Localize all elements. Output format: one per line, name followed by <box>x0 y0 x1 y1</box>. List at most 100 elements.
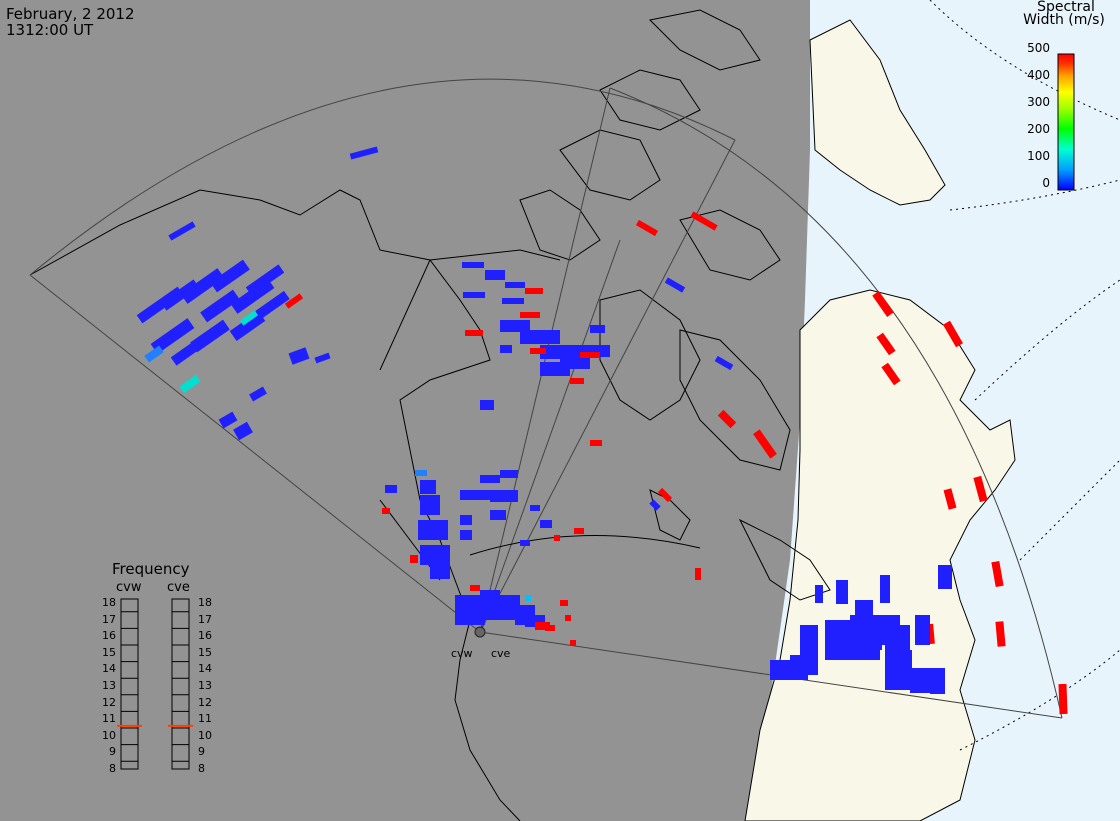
backscatter-cell <box>460 490 490 500</box>
backscatter-cell <box>465 330 483 336</box>
colorbar-tick-label: 500 <box>1027 41 1050 55</box>
frequency-label-left: 13 <box>102 679 116 692</box>
time-label: 1312:00 UT <box>6 21 94 39</box>
frequency-label-right: 17 <box>198 612 212 626</box>
backscatter-cell <box>862 620 882 650</box>
frequency-label-left: 8 <box>109 762 116 775</box>
backscatter-cell <box>179 374 201 394</box>
backscatter-cell <box>460 530 472 540</box>
backscatter-cell <box>150 318 195 354</box>
backscatter-cell <box>229 311 266 341</box>
backscatter-cell <box>880 575 890 603</box>
backscatter-cell <box>790 655 808 680</box>
frequency-label-left: 9 <box>109 745 116 759</box>
backscatter-cell <box>180 268 225 304</box>
backscatter-cell <box>973 475 988 503</box>
grid-lines <box>929 0 1120 751</box>
frequency-label-right: 11 <box>198 712 212 726</box>
backscatter-cell <box>415 470 427 476</box>
backscatter-cell <box>200 289 240 323</box>
date-label: February, 2 2012 <box>6 5 135 23</box>
frequency-label-right: 14 <box>198 662 212 676</box>
frequency-label-left: 11 <box>102 712 116 726</box>
freq-box-cvw <box>120 598 139 770</box>
backscatter-cell <box>480 475 500 483</box>
frequency-label-left: 18 <box>102 596 116 609</box>
colorbar-title-2: Width (m/s) <box>1023 12 1105 28</box>
backscatter-cell <box>245 264 285 296</box>
frequency-label-right: 12 <box>198 695 212 709</box>
backscatter-cell <box>233 421 253 441</box>
frequency-label-right: 8 <box>198 762 205 775</box>
colorbar-tick-label: 300 <box>1027 95 1050 109</box>
backscatter-cell <box>490 490 518 502</box>
frequency-title: Frequency <box>112 560 190 578</box>
site-label-east: cve <box>491 647 511 660</box>
backscatter-cell <box>160 279 200 311</box>
backscatter-cell <box>410 555 418 563</box>
backscatter-cell <box>938 565 952 589</box>
backscatter-cell <box>943 488 957 510</box>
backscatter-cell <box>239 310 259 326</box>
backscatter-cell <box>218 411 238 429</box>
backscatter-cell <box>540 362 570 376</box>
backscatter-cell <box>485 270 505 280</box>
backscatter-cell <box>420 480 436 494</box>
coastlines <box>29 9 831 821</box>
backscatter-cell <box>714 355 734 371</box>
backscatter-cell <box>249 386 267 402</box>
frequency-label-left: 15 <box>102 645 116 659</box>
frequency-label-left: 12 <box>102 695 116 709</box>
backscatter-cell <box>590 325 605 333</box>
backscatter-cell <box>565 615 571 621</box>
frequency-col-cvw: cvw <box>116 580 142 595</box>
backscatter-cell <box>535 622 550 630</box>
backscatter-cell <box>314 352 331 364</box>
frequency-label-left: 16 <box>102 629 116 643</box>
backscatter-cell <box>430 565 450 579</box>
backscatter-cell <box>590 440 602 446</box>
frequency-label-left: 17 <box>102 612 116 626</box>
backscatter-cell <box>144 345 164 363</box>
backscatter-cell <box>500 345 512 353</box>
backscatter-cell <box>545 625 555 631</box>
backscatter-cell <box>210 259 250 293</box>
frequency-label-right: 13 <box>198 679 212 692</box>
backscatter-cell <box>695 568 701 580</box>
frequency-label-right: 18 <box>198 596 212 609</box>
backscatter-cell <box>855 600 873 618</box>
backscatter-cell <box>500 470 518 478</box>
frequency-ticks <box>121 611 189 762</box>
backscatter-cell <box>520 330 560 344</box>
freq-box-cve <box>171 598 190 770</box>
backscatter-cell <box>540 520 552 528</box>
radar-site-marker <box>474 626 486 638</box>
frequency-col-cve: cve <box>167 580 190 595</box>
backscatter-cell <box>349 146 379 160</box>
frequency-label-right: 9 <box>198 745 205 759</box>
backscatter-cell <box>420 545 450 565</box>
backscatter-cell <box>505 282 525 288</box>
frequency-boxes <box>120 598 190 770</box>
backscatter-cell <box>284 293 304 309</box>
backscatter-cell <box>881 362 901 386</box>
backscatter-cell <box>385 485 397 493</box>
backscatter-cell <box>168 221 196 241</box>
frequency-label-right: 15 <box>198 645 212 659</box>
backscatter-cell <box>930 668 945 694</box>
backscatter-cell <box>382 508 390 514</box>
backscatter-cell <box>525 288 543 294</box>
backscatter-cell <box>500 320 530 332</box>
backscatter-cell <box>460 515 472 525</box>
frequency-label-right: 16 <box>198 629 212 643</box>
backscatter-cell <box>649 499 661 511</box>
colorbar-gradient <box>1057 53 1075 191</box>
backscatter-cell <box>480 590 500 620</box>
backscatter-cell <box>530 348 546 354</box>
colorbar <box>1057 53 1075 191</box>
backscatter-cell <box>470 585 480 591</box>
backscatter-cell <box>418 520 448 540</box>
colorbar-tick-label: 0 <box>1042 176 1050 190</box>
